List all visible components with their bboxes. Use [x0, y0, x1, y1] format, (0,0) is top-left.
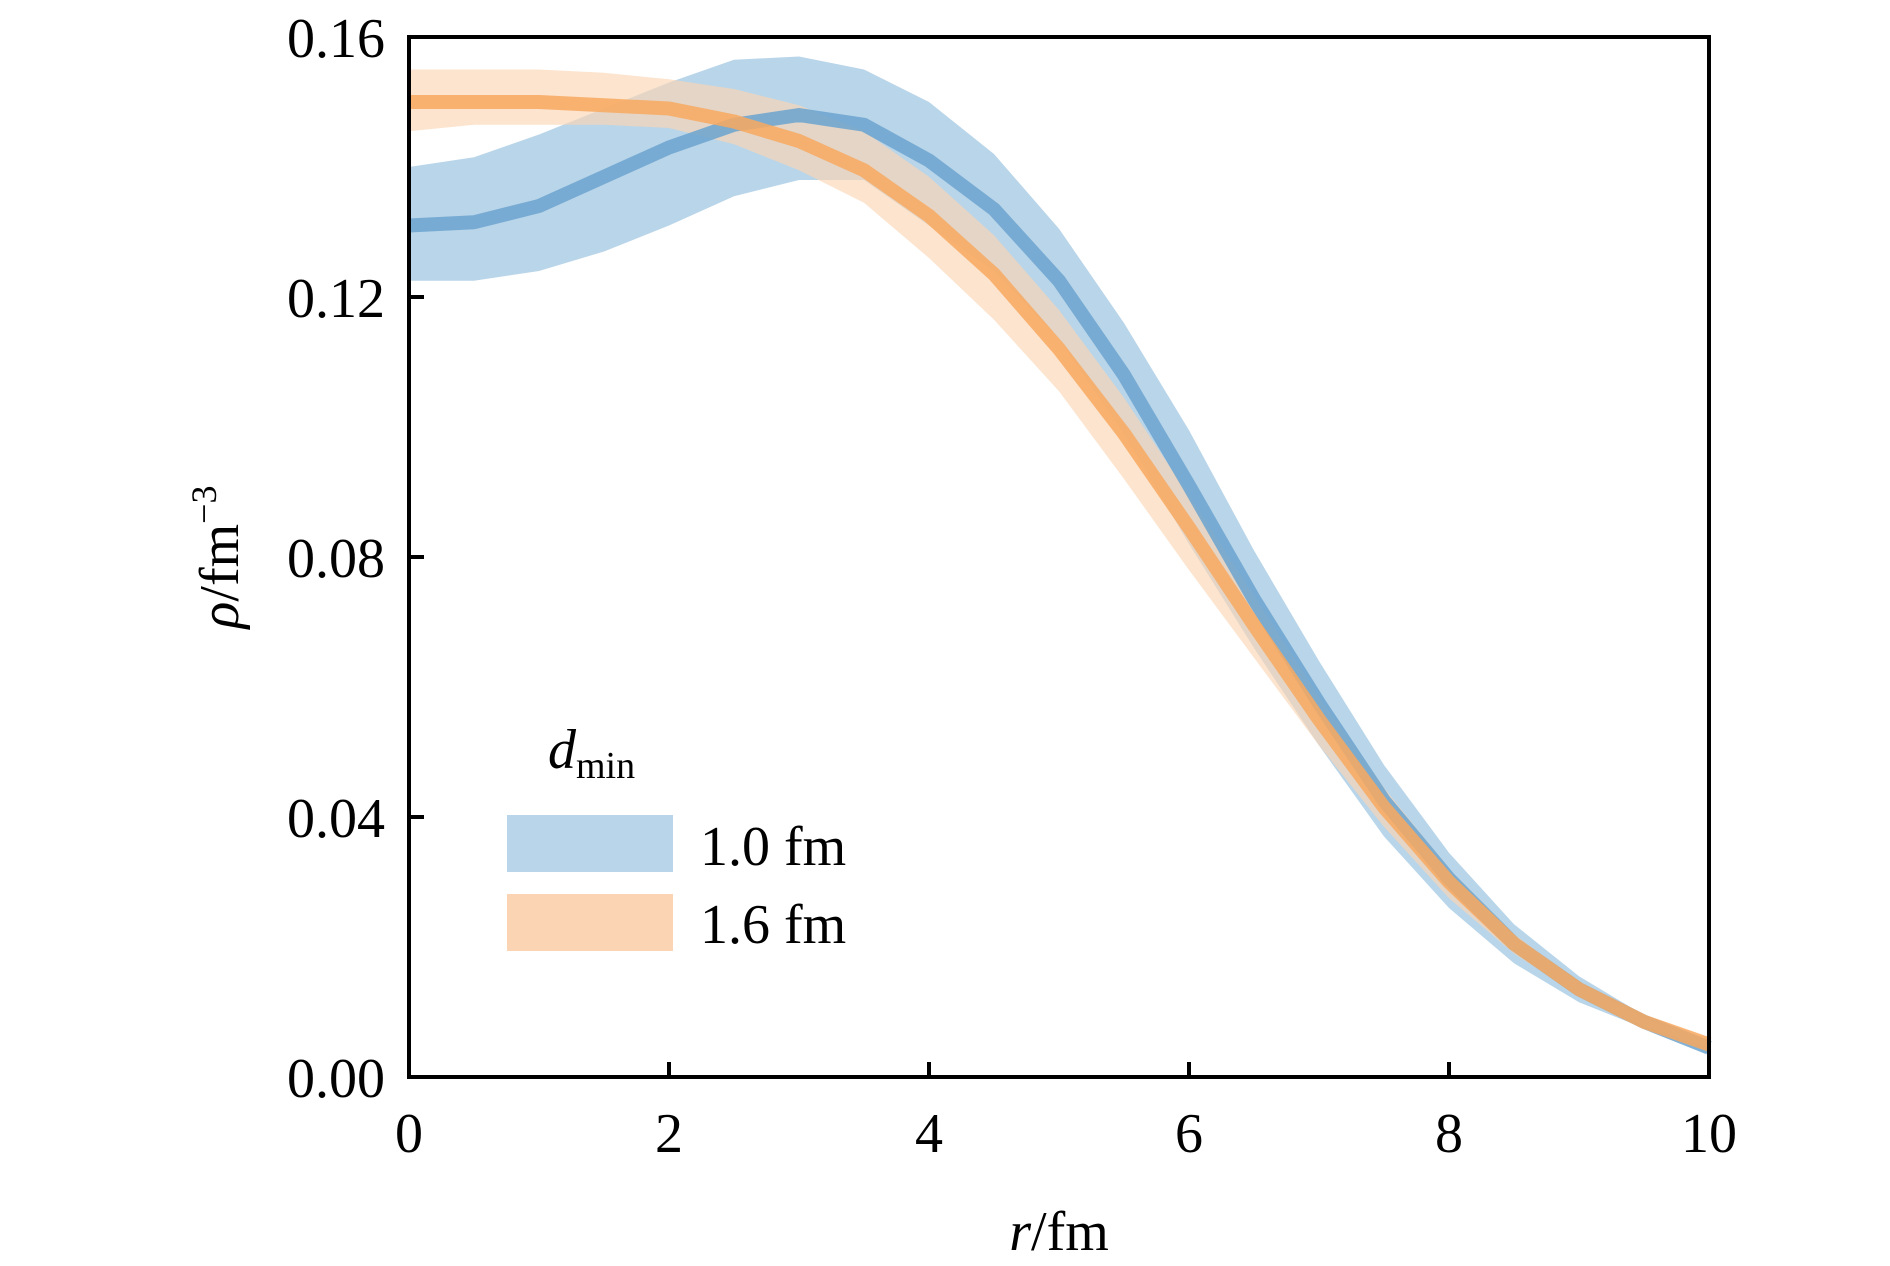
y-tick-label: 0.08 — [287, 528, 385, 590]
x-axis-unit: /fm — [1031, 1201, 1109, 1263]
x-tick-label: 4 — [915, 1103, 943, 1165]
x-tick-label: 2 — [655, 1103, 683, 1165]
legend-title: dmin — [548, 719, 635, 787]
legend-swatch-1-6-fm — [507, 894, 673, 951]
x-axis-ticks: 0 2 4 6 8 10 — [395, 1062, 1737, 1165]
y-axis-label: ρ/fm−3 — [184, 486, 251, 631]
legend-label-1-6-fm: 1.6 fm — [700, 894, 846, 956]
legend: dmin 1.0 fm 1.6 fm — [507, 719, 846, 956]
legend-swatch-1-0-fm — [507, 815, 673, 872]
y-axis-var: ρ — [189, 602, 251, 631]
y-tick-label: 0.16 — [287, 8, 385, 70]
y-tick-label: 0.00 — [287, 1048, 385, 1110]
x-axis-var: r — [1009, 1201, 1031, 1263]
y-tick-label: 0.04 — [287, 788, 385, 850]
legend-title-var: d — [548, 719, 577, 781]
legend-title-sub: min — [576, 745, 635, 787]
x-tick-label: 0 — [395, 1103, 423, 1165]
legend-label-1-0-fm: 1.0 fm — [700, 816, 846, 878]
x-tick-label: 6 — [1175, 1103, 1203, 1165]
y-axis-exponent: −3 — [184, 486, 224, 524]
x-tick-label: 10 — [1681, 1103, 1737, 1165]
y-tick-label: 0.12 — [287, 268, 385, 330]
x-tick-label: 8 — [1435, 1103, 1463, 1165]
y-axis-unit: /fm — [189, 524, 251, 602]
x-axis-label: r/fm — [1009, 1201, 1109, 1263]
y-axis-ticks: 0.00 0.04 0.08 0.12 0.16 — [287, 8, 424, 1110]
